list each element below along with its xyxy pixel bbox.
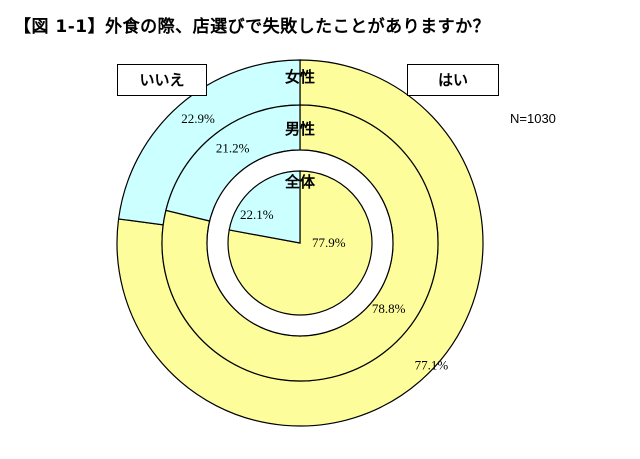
ring-1-label-no: 21.2% — [216, 141, 250, 156]
ring-2-label-no: 22.1% — [240, 207, 274, 222]
ring-2-label-yes: 77.9% — [312, 235, 346, 250]
ring-0-name: 女性 — [285, 68, 315, 86]
ring-0-label-no: 22.9% — [181, 111, 215, 126]
ring-0-label-yes: 77.1% — [415, 358, 449, 373]
ring-1-name: 男性 — [285, 120, 315, 138]
chart-title: 【図 1-1】外食の際、店選びで失敗したことがありますか？ — [14, 17, 491, 37]
ring-1-label-yes: 78.8% — [372, 301, 406, 316]
legend-item-yes: はい — [407, 64, 499, 96]
ring-2-segment-no — [228, 170, 301, 244]
sample-size-note: N=1030 — [510, 111, 556, 126]
legend-item-no: いいえ — [117, 64, 207, 96]
ring-2-name: 全体 — [284, 173, 316, 191]
